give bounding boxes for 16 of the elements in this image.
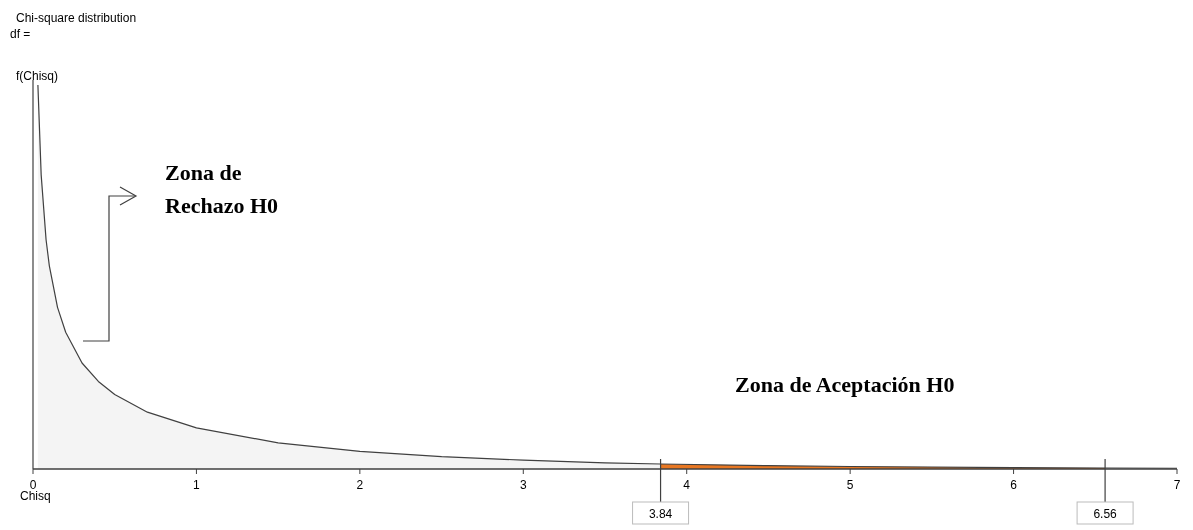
annotation: Zona de Rechazo H0 (165, 160, 279, 218)
annotation: Zona de Aceptación H0 (735, 372, 955, 397)
chart-subtitle: df = (10, 27, 31, 41)
x-axis-title: Chisq (20, 489, 51, 503)
x-tick-label: 5 (846, 478, 854, 492)
ref-line-label: 6.56 (1093, 507, 1118, 521)
x-tick-label: 1 (193, 478, 201, 492)
x-tick-label: 0 (29, 478, 37, 492)
x-tick-label: 2 (356, 478, 364, 492)
x-tick-label: 3 (519, 478, 527, 492)
x-tick-label: 4 (683, 478, 691, 492)
y-axis-title: f(Chisq) (16, 69, 59, 83)
x-tick-label: 7 (1173, 478, 1181, 492)
x-tick-label: 6 (1010, 478, 1018, 492)
chart-title: Chi-square distribution (16, 11, 137, 25)
ref-line-label: 3.84 (648, 507, 673, 521)
